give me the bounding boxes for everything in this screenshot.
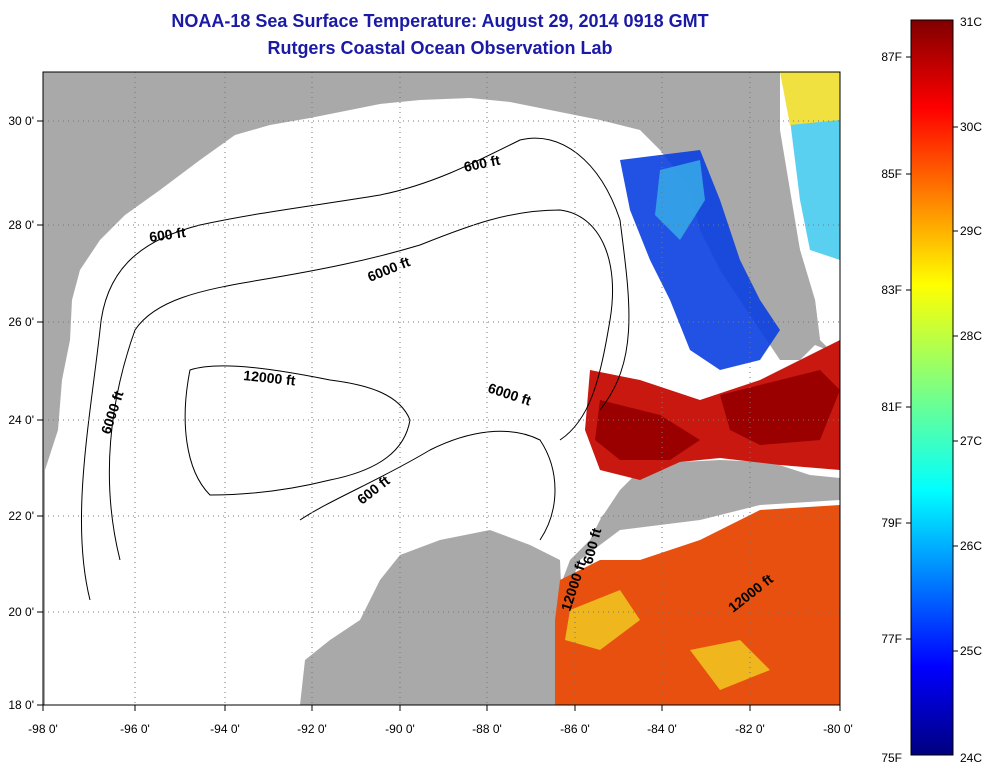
contour-label: 12000 ft xyxy=(243,367,297,388)
bathymetry-contours xyxy=(80,137,630,601)
fahrenheit-label: 79F xyxy=(881,516,902,530)
lon-label: -88 0' xyxy=(472,722,502,736)
lon-label: -80 0' xyxy=(823,722,853,736)
graticule xyxy=(43,72,840,705)
contour-label: 600 ft xyxy=(148,224,187,245)
axis-ticks xyxy=(37,120,841,711)
yucatan-land xyxy=(300,530,562,705)
sst-hot-patch xyxy=(720,370,840,445)
colorbar xyxy=(910,19,954,756)
fahrenheit-label: 87F xyxy=(881,50,902,64)
florida-land xyxy=(640,72,820,360)
lon-label: -84 0' xyxy=(647,722,677,736)
map-title: NOAA-18 Sea Surface Temperature: August … xyxy=(171,11,709,31)
fahrenheit-label: 83F xyxy=(881,283,902,297)
fahrenheit-label: 81F xyxy=(881,400,902,414)
celsius-label: 25C xyxy=(960,644,982,658)
atlantic-sst-warm xyxy=(780,72,840,125)
lon-label: -96 0' xyxy=(120,722,150,736)
cuba-land xyxy=(600,460,840,530)
plot-frame xyxy=(42,71,841,706)
caribbean-sst xyxy=(555,505,840,705)
lat-label: 24 0' xyxy=(8,413,34,427)
contour-600ft-south xyxy=(299,430,556,541)
map-subtitle: Rutgers Coastal Ocean Observation Lab xyxy=(267,38,613,58)
colorbar-fahrenheit-labels: 87F 85F 83F 81F 79F 77F 75F xyxy=(881,50,902,765)
lat-label: 30 0' xyxy=(8,114,34,128)
gulf-water xyxy=(45,98,840,705)
fahrenheit-label: 85F xyxy=(881,167,902,181)
celsius-label: 27C xyxy=(960,434,982,448)
fahrenheit-label: 75F xyxy=(881,751,902,765)
lat-label: 22 0' xyxy=(8,509,34,523)
sst-hot-patch xyxy=(595,400,700,460)
lon-label: -90 0' xyxy=(385,722,415,736)
contour-6000ft xyxy=(108,209,614,561)
atlantic-sst xyxy=(790,110,840,260)
colorbar-ticks xyxy=(906,56,958,652)
lon-label: -82 0' xyxy=(735,722,765,736)
fahrenheit-label: 77F xyxy=(881,632,902,646)
sst-mild-patch xyxy=(655,160,705,240)
celsius-label: 26C xyxy=(960,539,982,553)
latitude-labels: 30 0' 28 0' 26 0' 24 0' 22 0' 20 0' 18 0… xyxy=(8,114,34,712)
longitude-labels: -98 0' -96 0' -94 0' -92 0' -90 0' -88 0… xyxy=(28,722,853,736)
lat-label: 20 0' xyxy=(8,605,34,619)
celsius-label: 28C xyxy=(960,329,982,343)
sst-data xyxy=(555,72,840,705)
lat-label: 18 0' xyxy=(8,698,34,712)
caribbean-sst-yellow xyxy=(565,590,640,650)
lat-label: 26 0' xyxy=(8,315,34,329)
celsius-label: 24C xyxy=(960,751,982,765)
colorbar-celsius-labels: 31C 30C 29C 28C 27C 26C 25C 24C xyxy=(960,15,982,765)
lon-label: -92 0' xyxy=(297,722,327,736)
celsius-label: 30C xyxy=(960,120,982,134)
lon-label: -94 0' xyxy=(210,722,240,736)
contour-600ft xyxy=(80,137,630,601)
lat-label: 28 0' xyxy=(8,218,34,232)
contour-label: 600 ft xyxy=(462,152,501,175)
lon-label: -86 0' xyxy=(560,722,590,736)
celsius-label: 29C xyxy=(960,224,982,238)
lon-label: -98 0' xyxy=(28,722,58,736)
celsius-label: 31C xyxy=(960,15,982,29)
contour-12000ft xyxy=(184,365,411,496)
